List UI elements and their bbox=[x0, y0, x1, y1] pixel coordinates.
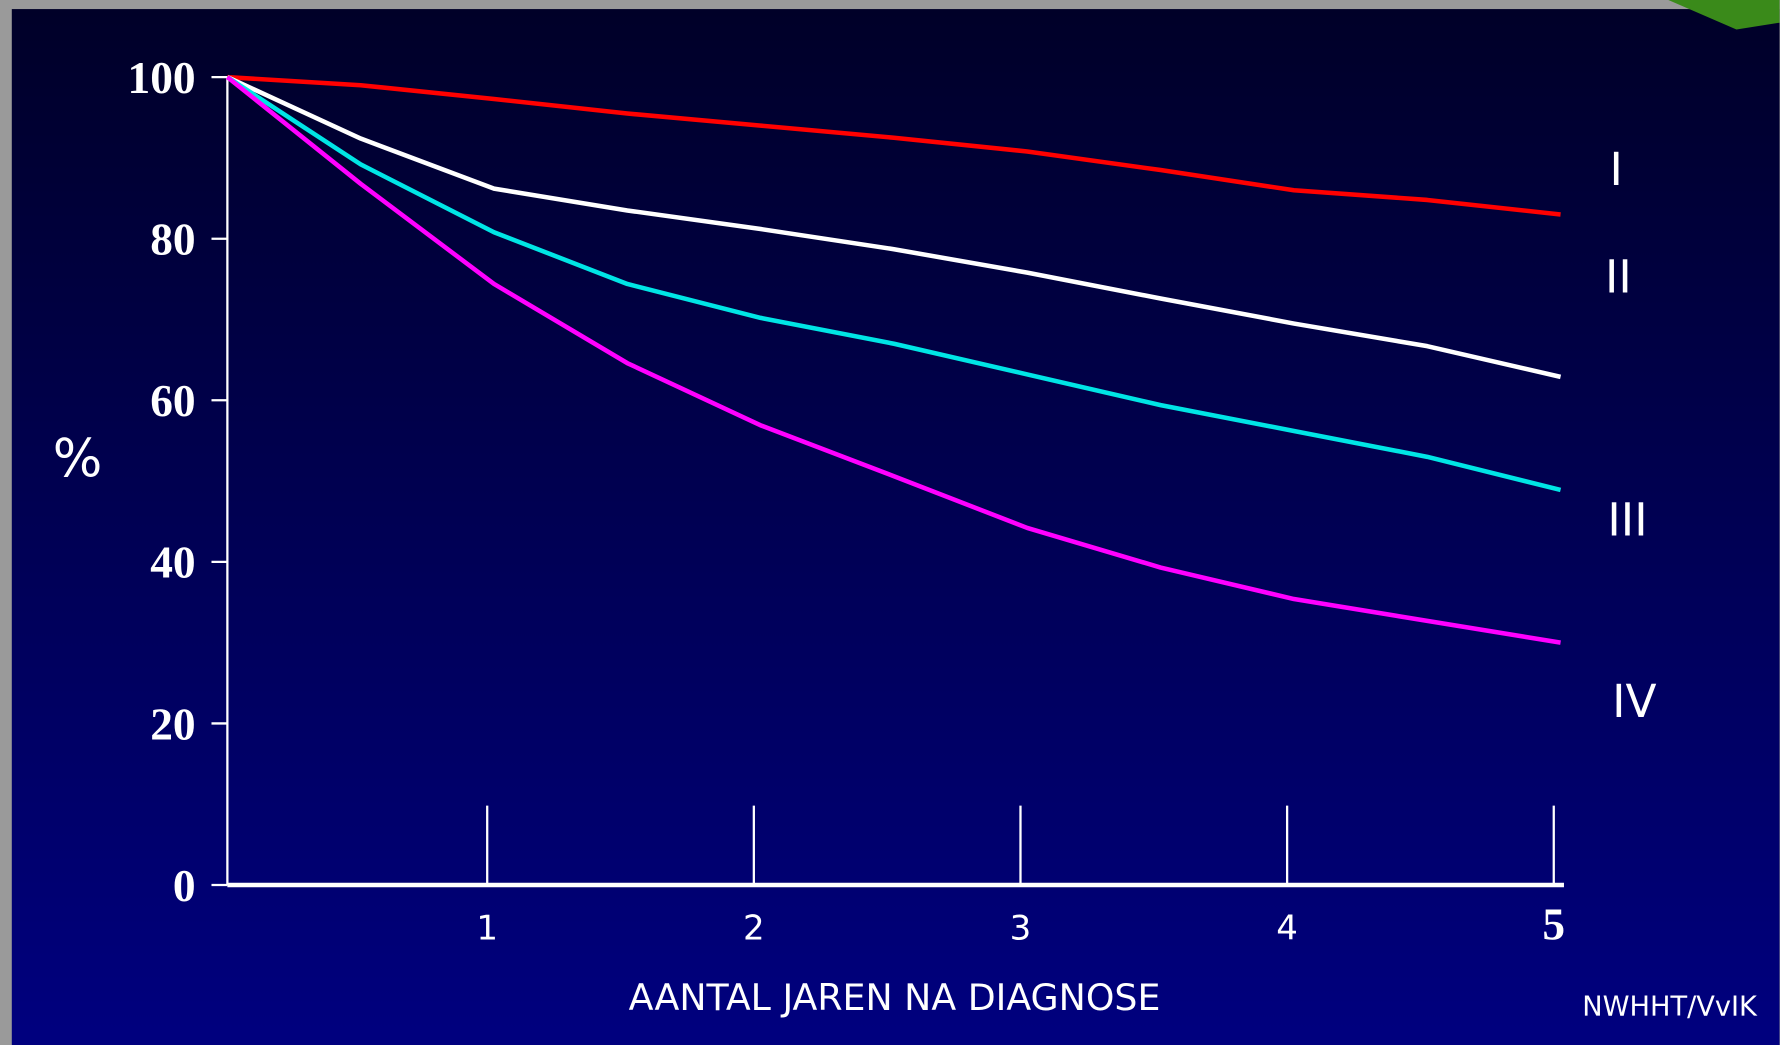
background bbox=[12, 9, 1780, 1045]
series-label: II bbox=[1605, 251, 1632, 304]
x-tick-label: 4 bbox=[1276, 908, 1298, 948]
page: {"chart_data": { "type": "line", "y_labe… bbox=[0, 0, 1780, 1045]
y-tick-label: 40 bbox=[150, 538, 195, 588]
y-tick-label: 20 bbox=[150, 699, 195, 749]
series-label: I bbox=[1609, 143, 1622, 196]
series-label: III bbox=[1607, 494, 1647, 547]
y-tick-label: 0 bbox=[173, 861, 196, 911]
x-axis-label: AANTAL JAREN NA DIAGNOSE bbox=[629, 976, 1161, 1019]
x-tick-label: 1 bbox=[476, 908, 498, 948]
credit: NWHHT/VvIK bbox=[1582, 991, 1758, 1022]
x-tick-label: 5 bbox=[1542, 899, 1565, 949]
x-tick-label: 3 bbox=[1010, 908, 1032, 948]
y-axis-label: % bbox=[53, 430, 103, 490]
y-tick-label: 100 bbox=[128, 53, 196, 103]
x-tick-label: 2 bbox=[743, 908, 765, 948]
series-label: IV bbox=[1612, 675, 1656, 728]
y-tick-label: 80 bbox=[150, 215, 195, 265]
slide: % AANTAL JAREN NA DIAGNOSE NWHHT/VvIK 0 2… bbox=[0, 0, 1780, 1045]
y-tick-label: 60 bbox=[150, 376, 195, 426]
